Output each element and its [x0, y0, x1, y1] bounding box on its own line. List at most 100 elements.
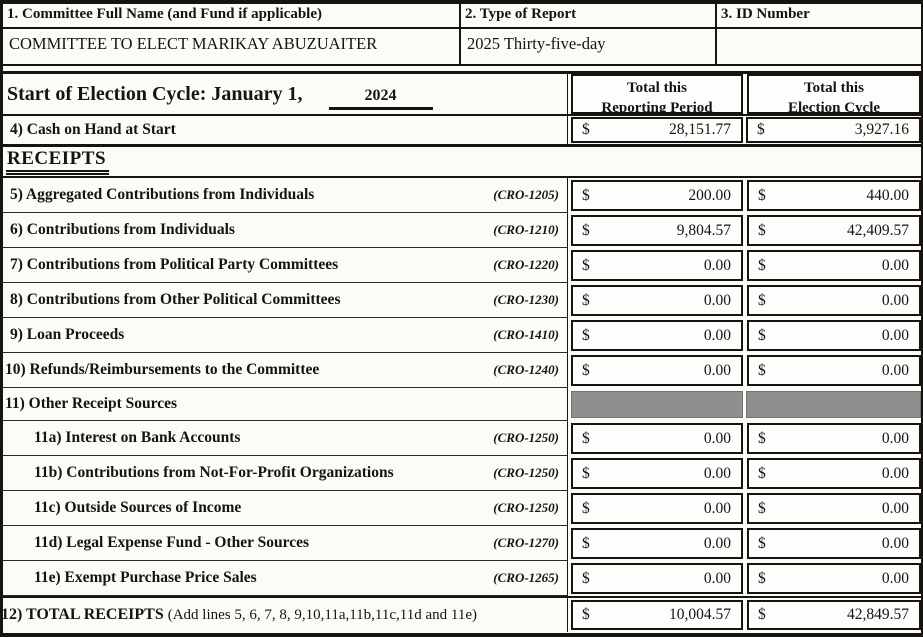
amount: 28,151.77 [669, 121, 731, 138]
id-header-row: 1. Committee Full Name (and Fund if appl… [3, 4, 921, 29]
dollar-sign: $ [582, 121, 590, 138]
reporting-period-cell: $ 0.00 [571, 355, 743, 386]
dollar-sign: $ [758, 361, 766, 379]
amount: 0.00 [703, 534, 731, 552]
dollar-sign: $ [582, 569, 590, 587]
table-row: 11c) Outside Sources of Income (CRO-1250… [3, 491, 921, 526]
row-label-cell: 7) Contributions from Political Party Co… [3, 248, 568, 283]
cro-code: (CRO-1270) [493, 535, 559, 550]
reporting-period-cell: $ 10,004.57 [571, 600, 743, 630]
dollar-sign: $ [758, 534, 766, 552]
row-label: 6) Contributions from Individuals [10, 221, 235, 238]
reporting-period-cell: $ 0.00 [571, 528, 743, 559]
dollar-sign: $ [582, 499, 590, 517]
amount: 0.00 [703, 256, 731, 274]
dollar-sign: $ [582, 326, 590, 344]
election-cycle-cell: $ 0.00 [747, 493, 921, 524]
row-label: 8) Contributions from Other Political Co… [10, 291, 341, 308]
dollar-sign: $ [758, 429, 766, 447]
receipts-section-band: RECEIPTS [3, 144, 921, 178]
amount: 0.00 [881, 569, 909, 587]
reporting-period-cell: $ 0.00 [571, 320, 743, 351]
amount: 0.00 [881, 256, 909, 274]
reporting-period-cell: $ 0.00 [571, 285, 743, 316]
column-header-line: Total this [804, 80, 864, 96]
id-number-value [717, 29, 921, 64]
amount: 0.00 [881, 291, 909, 309]
cycle-start-text: Start of Election Cycle: January 1, [7, 83, 303, 105]
cycle-year-underline: 2024 [328, 88, 433, 110]
dollar-sign: $ [758, 186, 766, 204]
amount: 42,409.57 [847, 221, 909, 239]
reporting-period-column-header: Total this Reporting Period [571, 74, 743, 116]
dollar-sign: $ [582, 256, 590, 274]
election-cycle-column-header: Total this Election Cycle [747, 74, 921, 116]
row-label: 11e) Exempt Purchase Price Sales [34, 569, 257, 586]
row-label-cell: 11b) Contributions from Not-For-Profit O… [3, 456, 568, 491]
column-header-line: Total this [627, 80, 687, 96]
dollar-sign: $ [758, 499, 766, 517]
row-label: 4) Cash on Hand at Start [10, 121, 176, 138]
id-number-header: 3. ID Number [721, 6, 810, 22]
amount: 9,804.57 [676, 221, 731, 239]
election-cycle-cell: $ 0.00 [747, 355, 921, 386]
row-label-cell: 11e) Exempt Purchase Price Sales (CRO-12… [3, 561, 568, 596]
reporting-period-cell: $ 0.00 [571, 458, 743, 489]
cro-code: (CRO-1250) [493, 500, 559, 515]
report-type-value: 2025 Thirty-five-day [461, 29, 717, 64]
dollar-sign: $ [758, 569, 766, 587]
election-cycle-cell: $ 0.00 [747, 563, 921, 594]
cro-code: (CRO-1230) [493, 292, 559, 307]
reporting-period-cell: $ 200.00 [571, 180, 743, 211]
table-row: 11e) Exempt Purchase Price Sales (CRO-12… [3, 561, 921, 596]
dollar-sign: $ [582, 606, 590, 623]
table-row: 11d) Legal Expense Fund - Other Sources … [3, 526, 921, 561]
committee-name-value: COMMITTEE TO ELECT MARIKAY ABUZUAITER [3, 29, 461, 64]
row-label: 7) Contributions from Political Party Co… [10, 256, 339, 273]
election-cycle-cell: $ 3,927.16 [746, 117, 921, 143]
amount: 0.00 [703, 464, 731, 482]
table-row: 7) Contributions from Political Party Co… [3, 248, 921, 283]
amount: 0.00 [881, 326, 909, 344]
amount: 0.00 [703, 326, 731, 344]
row-label: 11c) Outside Sources of Income [34, 499, 242, 516]
row-label: 9) Loan Proceeds [10, 326, 125, 343]
election-cycle-cell: $ 42,849.57 [747, 600, 921, 630]
shaded-cell [571, 391, 743, 418]
dollar-sign: $ [757, 121, 765, 138]
amount: 10,004.57 [669, 606, 731, 623]
amount: 3,927.16 [854, 121, 909, 138]
cro-code: (CRO-1205) [493, 187, 559, 202]
row-label-cell: 11a) Interest on Bank Accounts (CRO-1250… [3, 421, 568, 456]
dollar-sign: $ [758, 256, 766, 274]
total-receipts-label: 12) TOTAL RECEIPTS [1, 606, 164, 623]
table-row: 9) Loan Proceeds (CRO-1410) $ 0.00 $ 0.0… [3, 318, 921, 353]
row-label: 11d) Legal Expense Fund - Other Sources [34, 534, 310, 551]
table-row: 6) Contributions from Individuals (CRO-1… [3, 213, 921, 248]
row-label-cell: 12) TOTAL RECEIPTS (Add lines 5, 6, 7, 8… [3, 598, 568, 632]
row-label: 11b) Contributions from Not-For-Profit O… [34, 464, 394, 481]
dollar-sign: $ [582, 186, 590, 204]
reporting-period-cell: $ 0.00 [571, 250, 743, 281]
cro-code: (CRO-1220) [493, 257, 559, 272]
election-cycle-cell: $ 0.00 [747, 250, 921, 281]
cro-code: (CRO-1250) [493, 430, 559, 445]
row-label-cell: 11c) Outside Sources of Income (CRO-1250… [3, 491, 568, 526]
table-row: 11b) Contributions from Not-For-Profit O… [3, 456, 921, 491]
row-label-cell: 10) Refunds/Reimbursements to the Commit… [3, 353, 568, 388]
dollar-sign: $ [582, 429, 590, 447]
row-label: 11a) Interest on Bank Accounts [34, 429, 241, 446]
table-row: 5) Aggregated Contributions from Individ… [3, 178, 921, 213]
dollar-sign: $ [582, 534, 590, 552]
amount: 440.00 [866, 186, 909, 204]
dollar-sign: $ [582, 221, 590, 239]
table-row: 8) Contributions from Other Political Co… [3, 283, 921, 318]
amount: 0.00 [703, 429, 731, 447]
row-label: 5) Aggregated Contributions from Individ… [10, 186, 315, 203]
cro-code: (CRO-1265) [493, 570, 559, 585]
total-receipts-row: 12) TOTAL RECEIPTS (Add lines 5, 6, 7, 8… [3, 596, 921, 632]
dollar-sign: $ [758, 326, 766, 344]
election-cycle-cell: $ 0.00 [747, 285, 921, 316]
reporting-period-cell: $ 0.00 [571, 423, 743, 454]
cro-code: (CRO-1250) [493, 465, 559, 480]
